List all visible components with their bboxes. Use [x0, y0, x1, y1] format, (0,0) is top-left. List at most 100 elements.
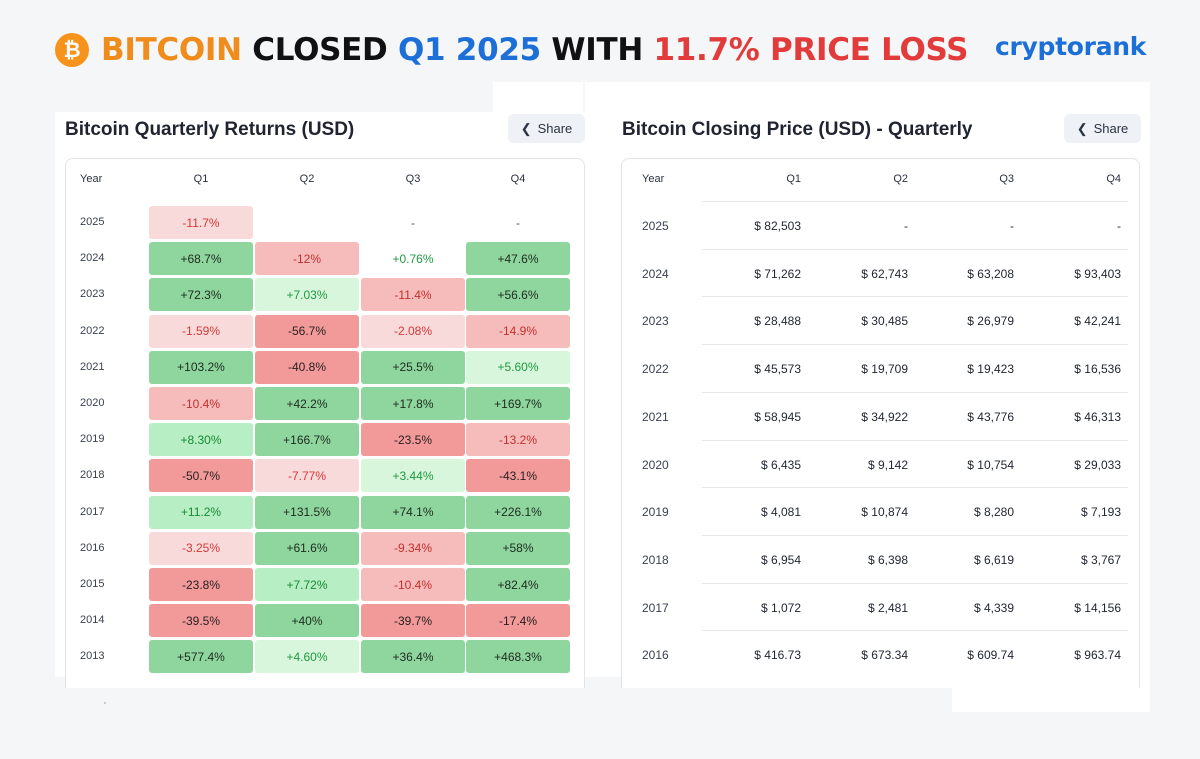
price-row-divider	[702, 487, 1128, 489]
price-cell: $ 3,767	[1080, 552, 1121, 567]
price-cell: $ 62,743	[861, 266, 908, 281]
headline-with: WITH	[551, 32, 644, 68]
price-cell: $ 43,776	[967, 409, 1014, 424]
price-cell: $ 609.74	[967, 648, 1014, 663]
price-table: Year Q1 Q2 Q3 Q4 2025 $ 82,503 - - - 2024 $ 71,262 $…	[621, 158, 1140, 688]
price-row-divider	[702, 391, 1128, 393]
returns-cell: -11.7%	[149, 206, 253, 239]
returns-cell: +11.2%	[149, 495, 253, 529]
price-cell: $ 19,709	[861, 362, 908, 377]
returns-row-year: 2016	[80, 541, 105, 554]
price-cell: $ 1,072	[760, 600, 801, 615]
returns-share-button[interactable]: ❮ Share	[508, 114, 585, 143]
returns-cell: +47.6%	[466, 242, 570, 276]
price-cell: $ 10,874	[861, 505, 908, 520]
returns-cell: -2.08%	[361, 314, 465, 348]
price-cell: $ 10,754	[967, 457, 1014, 472]
returns-cell: -7.77%	[255, 459, 359, 493]
returns-cell: -56.7%	[255, 314, 359, 348]
returns-cell: +7.72%	[255, 568, 359, 601]
returns-row-year: 2013	[80, 650, 105, 663]
headline-text: BITCOIN CLOSED Q1 2025 WITH 11.7% PRICE …	[101, 32, 968, 68]
returns-cell: -9.34%	[361, 531, 465, 565]
price-row-divider	[702, 630, 1128, 632]
returns-cell: +40%	[255, 604, 359, 638]
price-panel-title: Bitcoin Closing Price (USD) - Quarterly	[622, 119, 973, 140]
price-row-divider	[702, 582, 1128, 584]
share-label: Share	[537, 121, 573, 136]
price-row-divider	[702, 534, 1128, 536]
price-header-q1: Q1	[786, 173, 801, 185]
returns-row-year: 2018	[80, 469, 105, 482]
price-cell: -	[1010, 219, 1014, 233]
returns-cell: +56.6%	[466, 278, 570, 312]
price-header-q3: Q3	[999, 173, 1014, 185]
price-row-year: 2019	[642, 505, 669, 520]
returns-row-year: 2020	[80, 397, 105, 409]
returns-cell: -17.4%	[466, 604, 570, 638]
returns-cell: -23.8%	[149, 568, 253, 601]
price-row-year: 2023	[642, 314, 669, 329]
returns-cell: +25.5%	[361, 350, 465, 384]
price-row-divider	[702, 439, 1128, 441]
price-row-year: 2016	[642, 648, 669, 663]
price-row-divider	[702, 344, 1128, 346]
returns-cell: +468.3%	[466, 640, 570, 674]
returns-cell: -11.4%	[361, 278, 465, 312]
price-cell: $ 416.73	[754, 648, 801, 663]
share-label: Share	[1093, 121, 1129, 136]
headline-closed: CLOSED	[252, 32, 388, 68]
returns-cell: +169.7%	[466, 387, 570, 420]
returns-header-year: Year	[80, 173, 103, 185]
returns-cell: +36.4%	[361, 640, 465, 674]
price-cell: $ 6,435	[760, 457, 801, 472]
price-cell: $ 30,485	[861, 314, 908, 329]
returns-cell: +68.7%	[149, 242, 253, 276]
returns-cell: +8.30%	[149, 423, 253, 457]
price-cell: $ 71,262	[754, 266, 801, 281]
price-cell: $ 93,403	[1074, 266, 1121, 281]
price-cell: $ 9,142	[867, 457, 908, 472]
returns-cell: -23.5%	[361, 423, 465, 457]
returns-cell: -39.7%	[361, 604, 465, 638]
returns-cell: -43.1%	[466, 459, 570, 493]
price-cell: -	[904, 219, 908, 233]
returns-cell: -1.59%	[149, 314, 253, 348]
price-row-year: 2020	[642, 457, 669, 472]
price-header-q2: Q2	[893, 173, 908, 185]
price-row-divider	[702, 296, 1128, 298]
price-cell: $ 14,156	[1074, 600, 1121, 615]
returns-cell: +74.1%	[361, 495, 465, 529]
headline-bitcoin: BITCOIN	[101, 32, 242, 68]
price-cell: $ 4,339	[973, 600, 1014, 615]
returns-header-q3: Q3	[405, 173, 421, 185]
price-cell: $ 63,208	[967, 266, 1014, 281]
returns-cell: +0.76%	[392, 251, 434, 266]
returns-cell: +82.4%	[466, 568, 570, 601]
returns-table: Year Q1 Q2 Q3 Q4 2025 -11.7% - - 2024 +68.7% -12% +0…	[65, 158, 585, 688]
price-row-divider	[702, 201, 1128, 202]
price-cell: $ 6,954	[760, 552, 801, 567]
decorative-dot	[104, 702, 106, 704]
returns-row-year: 2022	[80, 324, 105, 337]
returns-cell: +131.5%	[255, 495, 359, 529]
returns-row-year: 2014	[80, 614, 105, 627]
returns-cell: -	[411, 215, 415, 230]
returns-panel-tab	[493, 82, 583, 114]
returns-row-year: 2015	[80, 578, 105, 590]
price-share-button[interactable]: ❮ Share	[1064, 114, 1141, 143]
price-cell: $ 29,033	[1074, 457, 1121, 472]
returns-cell: +7.03%	[255, 278, 359, 312]
returns-row-year: 2024	[80, 252, 105, 265]
price-row-year: 2021	[642, 409, 669, 424]
bitcoin-icon: ₿	[55, 33, 89, 67]
price-cell: $ 42,241	[1074, 314, 1121, 329]
share-icon: ❮	[1076, 120, 1088, 136]
price-cell: $ 963.74	[1074, 648, 1121, 663]
returns-cell: +166.7%	[255, 423, 359, 457]
price-cell: $ 19,423	[967, 362, 1014, 377]
price-cell: $ 26,979	[967, 314, 1014, 329]
headline-quarter: Q1 2025	[397, 32, 541, 68]
price-cell: $ 6,619	[973, 552, 1014, 567]
price-cell: $ 82,503	[754, 219, 801, 233]
